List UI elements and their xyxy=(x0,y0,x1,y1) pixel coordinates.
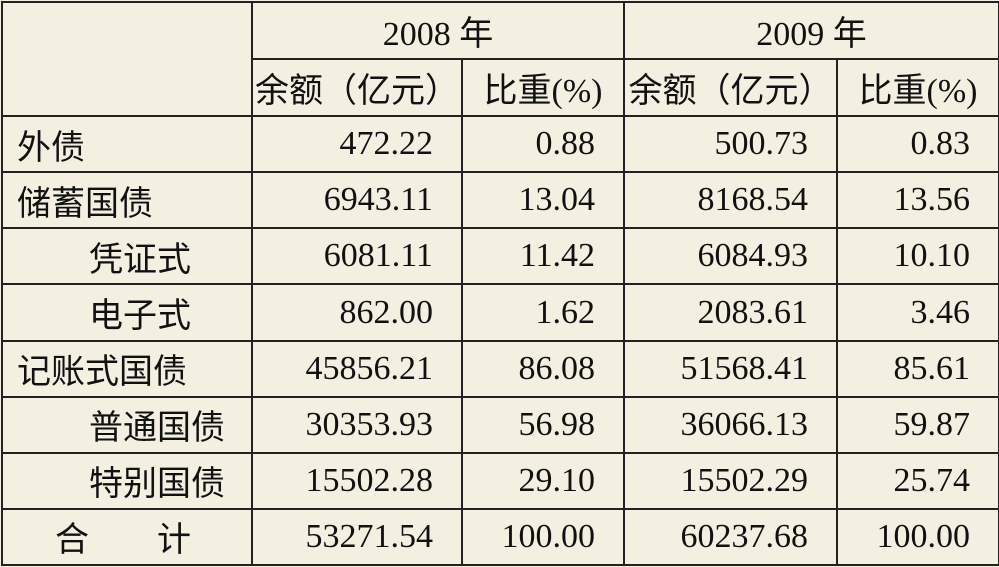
value-cell: 472.22 xyxy=(251,115,463,174)
row-label: 外债 xyxy=(1,115,253,174)
value-cell: 29.10 xyxy=(461,451,625,510)
value-cell: 6084.93 xyxy=(623,227,838,286)
value-cell: 11.42 xyxy=(461,227,625,286)
value-cell: 3.46 xyxy=(836,283,999,342)
corner-cell xyxy=(1,0,253,118)
row-label: 电子式 xyxy=(1,283,253,342)
data-row: 储蓄国债 6943.11 13.04 8168.54 13.56 xyxy=(1,171,999,230)
data-row: 普通国债 30353.93 56.98 36066.13 59.87 xyxy=(1,395,999,454)
value-cell: 85.61 xyxy=(836,339,999,398)
value-cell: 25.74 xyxy=(836,451,999,510)
value-cell: 8168.54 xyxy=(623,171,838,230)
value-cell: 86.08 xyxy=(461,339,625,398)
row-label: 普通国债 xyxy=(1,395,253,454)
header-row: 2008 年 2009 年 xyxy=(1,0,999,118)
value-cell: 0.88 xyxy=(461,115,625,174)
row-label: 合计 xyxy=(1,507,253,567)
value-cell: 1.62 xyxy=(461,283,625,342)
row-label: 凭证式 xyxy=(1,227,253,286)
data-row: 电子式 862.00 1.62 2083.61 3.46 xyxy=(1,283,999,342)
value-cell: 30353.93 xyxy=(251,395,463,454)
value-cell: 100.00 xyxy=(461,507,625,567)
value-cell: 56.98 xyxy=(461,395,625,454)
data-row: 记账式国债 45856.21 86.08 51568.41 85.61 xyxy=(1,339,999,398)
value-cell: 15502.28 xyxy=(251,451,463,510)
row-label: 记账式国债 xyxy=(1,339,253,398)
year-header: 2008 年 xyxy=(251,0,625,61)
data-row: 合计 53271.54 100.00 60237.68 100.00 xyxy=(1,507,999,567)
year-header: 2009 年 xyxy=(623,0,999,61)
value-cell: 500.73 xyxy=(623,115,838,174)
value-cell: 6943.11 xyxy=(251,171,463,230)
value-cell: 13.56 xyxy=(836,171,999,230)
value-cell: 59.87 xyxy=(836,395,999,454)
value-cell: 2083.61 xyxy=(623,283,838,342)
column-header: 余额（亿元） xyxy=(251,58,463,118)
row-label: 特别国债 xyxy=(1,451,253,510)
header-row: 余额（亿元） 比重(%) 余额（亿元） 比重(%) xyxy=(2,58,999,118)
value-cell: 862.00 xyxy=(251,283,463,342)
column-header: 比重(%) xyxy=(461,58,625,118)
value-cell: 100.00 xyxy=(836,507,999,567)
column-header: 比重(%) xyxy=(836,58,999,118)
value-cell: 10.10 xyxy=(836,227,999,286)
data-row: 外债 472.22 0.88 500.73 0.83 xyxy=(1,115,999,174)
data-row: 特别国债 15502.28 29.10 15502.29 25.74 xyxy=(1,451,999,510)
row-label: 储蓄国债 xyxy=(1,171,253,230)
value-cell: 0.83 xyxy=(836,115,999,174)
value-cell: 15502.29 xyxy=(623,451,838,510)
value-cell: 6081.11 xyxy=(251,227,463,286)
value-cell: 36066.13 xyxy=(623,395,838,454)
value-cell: 53271.54 xyxy=(251,507,463,567)
value-cell: 60237.68 xyxy=(623,507,838,567)
value-cell: 51568.41 xyxy=(623,339,838,398)
data-row: 凭证式 6081.11 11.42 6084.93 10.10 xyxy=(1,227,999,286)
value-cell: 45856.21 xyxy=(251,339,463,398)
value-cell: 13.04 xyxy=(461,171,625,230)
column-header: 余额（亿元） xyxy=(623,58,838,118)
